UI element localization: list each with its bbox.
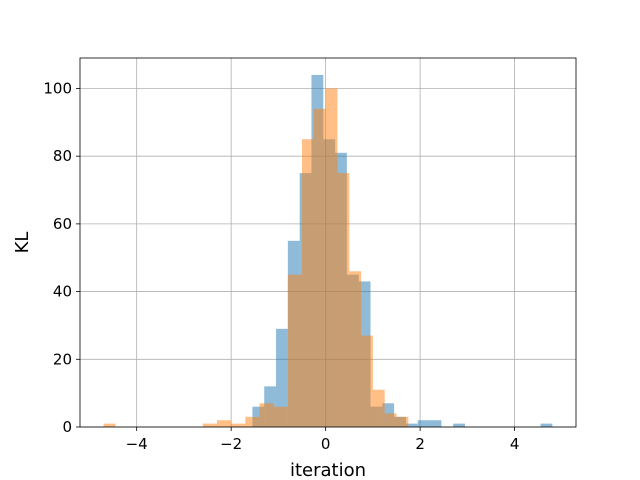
- histogram-bar: [103, 423, 116, 427]
- histogram-bar: [361, 335, 373, 427]
- histogram-bar: [429, 420, 442, 427]
- histogram-bar: [216, 420, 232, 427]
- histogram-bar: [384, 413, 397, 427]
- y-tick-label: 0: [62, 418, 72, 436]
- plot-area-frame: [79, 57, 577, 428]
- histogram-bar: [372, 389, 385, 427]
- y-tick-label: 40: [53, 283, 72, 301]
- histogram-bar: [259, 403, 274, 427]
- histogram-bar: [302, 139, 314, 427]
- x-axis-label: iteration: [290, 460, 366, 480]
- x-tick-label: −2: [220, 435, 242, 453]
- histogram-series-2: [103, 88, 409, 427]
- histogram-bar: [417, 420, 430, 427]
- y-tick-label: 60: [53, 215, 72, 233]
- histogram-bar: [540, 423, 553, 427]
- histogram-bar: [202, 423, 217, 427]
- histogram-bar: [396, 416, 409, 427]
- histogram-bar: [273, 406, 288, 427]
- y-tick-label: 80: [53, 147, 72, 165]
- histogram-bar: [245, 416, 260, 427]
- histogram-bar: [231, 423, 246, 427]
- y-axis-label: KL: [12, 232, 33, 254]
- histogram-bar: [276, 328, 288, 427]
- x-tick-label: 0: [321, 435, 331, 453]
- histogram-bar: [405, 423, 418, 427]
- histogram-bars: [103, 74, 553, 427]
- histogram-bar: [287, 274, 303, 427]
- x-tick-label: 4: [510, 435, 520, 453]
- y-tick-label: 20: [53, 350, 72, 368]
- y-tick-label: 100: [43, 79, 72, 97]
- histogram-bar: [453, 423, 465, 427]
- histogram-bar: [313, 108, 326, 427]
- histogram-bar: [349, 271, 362, 427]
- histogram-bar: [325, 88, 338, 427]
- x-tick-label: −4: [126, 435, 148, 453]
- histogram-bar: [337, 173, 350, 427]
- x-tick-label: 2: [415, 435, 425, 453]
